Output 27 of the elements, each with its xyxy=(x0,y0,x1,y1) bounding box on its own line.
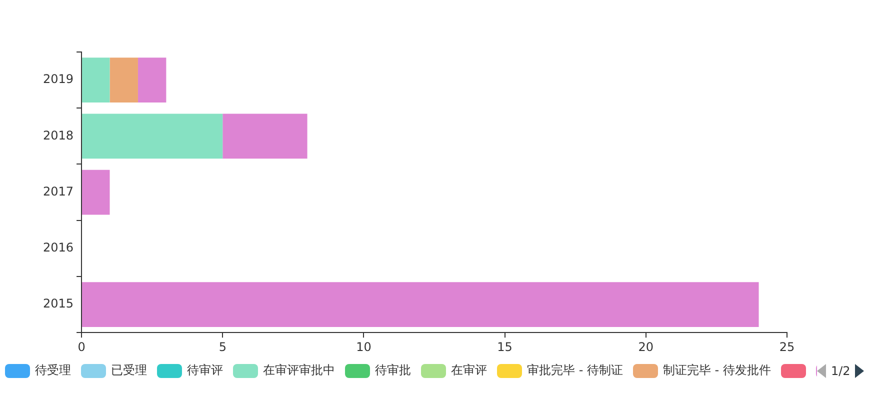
x-tick-label: 0 xyxy=(78,340,86,354)
bar xyxy=(82,282,759,327)
legend-label: 在审评审批中 xyxy=(263,362,335,379)
x-tick-label: 20 xyxy=(638,340,654,354)
y-tick-label: 2015 xyxy=(42,296,74,311)
y-tick-label: 2017 xyxy=(42,184,74,198)
x-tick-label: 15 xyxy=(497,340,512,354)
bar xyxy=(82,58,110,103)
y-tick-label: 2018 xyxy=(42,128,74,142)
bar xyxy=(138,58,166,103)
bar xyxy=(82,170,110,215)
legend-label: 待审评 xyxy=(187,362,223,379)
text: 1/2 xyxy=(831,364,850,378)
legend-label: 审批完毕 - 待制证 xyxy=(527,362,623,379)
legend-label: 已受理 xyxy=(111,362,147,379)
legend-label: 待受理 xyxy=(35,362,71,379)
legend-label: 在审评 xyxy=(451,362,487,379)
legend-label: 待审批 xyxy=(375,362,411,379)
x-tick-label: 10 xyxy=(356,340,372,354)
y-tick-label: 2016 xyxy=(42,240,74,255)
x-tick-label: 5 xyxy=(218,340,226,354)
y-tick-label: 2019 xyxy=(42,72,74,86)
bar xyxy=(222,114,308,159)
bar xyxy=(110,58,138,103)
legend-label: 制证完毕 - 待发批件 xyxy=(662,362,771,379)
x-tick-label: 25 xyxy=(779,340,795,354)
bar xyxy=(82,114,223,159)
